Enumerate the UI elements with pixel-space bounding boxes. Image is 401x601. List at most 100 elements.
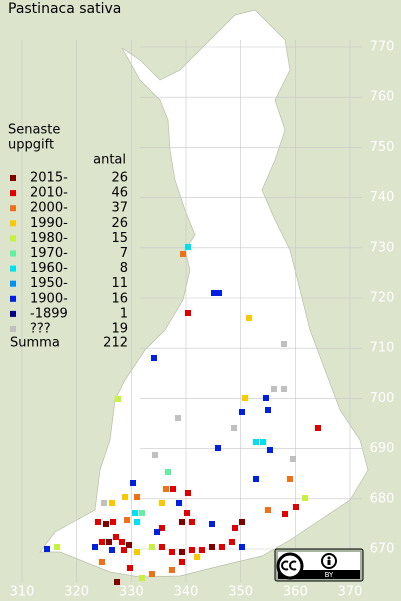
square bbox=[103, 521, 109, 527]
square bbox=[119, 539, 125, 545]
square bbox=[127, 565, 133, 571]
square bbox=[54, 544, 60, 550]
y-tick-label: 700 bbox=[370, 391, 395, 406]
square bbox=[92, 544, 98, 550]
square bbox=[281, 386, 287, 392]
square bbox=[189, 519, 195, 525]
y-tick-label: 710 bbox=[370, 341, 395, 356]
legend-swatch bbox=[10, 175, 16, 181]
square bbox=[179, 559, 185, 565]
legend-swatch bbox=[10, 310, 16, 317]
square bbox=[106, 539, 112, 545]
x-tick-label: 360 bbox=[283, 585, 308, 600]
square bbox=[113, 534, 119, 540]
legend-label: 2010- bbox=[30, 186, 68, 201]
square bbox=[115, 396, 121, 402]
square bbox=[185, 310, 191, 316]
square bbox=[242, 395, 248, 401]
square bbox=[219, 544, 225, 550]
square bbox=[152, 452, 158, 458]
legend-label: 1970- bbox=[30, 246, 68, 261]
cc-letters bbox=[281, 560, 297, 571]
legend-count: 15 bbox=[111, 231, 128, 246]
square bbox=[130, 480, 136, 486]
axis-labels: 770 760 750 740 730 720 710 700 690 680 670 310 320 3… bbox=[10, 40, 395, 600]
square bbox=[253, 439, 259, 445]
square bbox=[139, 510, 145, 516]
y-tick-label: 750 bbox=[370, 140, 395, 155]
square bbox=[109, 547, 115, 553]
legend-label: 1980- bbox=[30, 231, 68, 246]
square bbox=[265, 507, 271, 513]
country-shape bbox=[39, 9, 369, 578]
y-tick-label: 680 bbox=[370, 491, 395, 506]
square bbox=[260, 439, 266, 445]
square bbox=[151, 355, 157, 361]
occurrence-squares bbox=[44, 244, 321, 585]
legend-count: 26 bbox=[111, 171, 128, 186]
square bbox=[134, 519, 140, 525]
legend-count: 1 bbox=[120, 306, 128, 321]
square bbox=[179, 549, 185, 555]
square bbox=[99, 559, 105, 565]
legend-swatch bbox=[10, 235, 16, 242]
square bbox=[282, 511, 288, 517]
legend-swatch bbox=[10, 205, 16, 212]
square bbox=[165, 469, 171, 475]
legend-count: 26 bbox=[111, 216, 128, 231]
square bbox=[239, 519, 245, 525]
license-label: BY bbox=[325, 571, 334, 579]
legend-count: 19 bbox=[111, 322, 128, 337]
legend-swatch bbox=[10, 250, 16, 257]
square bbox=[139, 575, 145, 581]
square bbox=[185, 490, 191, 496]
x-tick-label: 350 bbox=[228, 585, 253, 600]
x-tick-label: 310 bbox=[10, 585, 35, 600]
square bbox=[169, 567, 175, 573]
y-tick-label: 740 bbox=[370, 190, 395, 205]
square bbox=[302, 495, 308, 501]
square bbox=[99, 539, 105, 545]
legend-swatch bbox=[10, 265, 16, 272]
x-tick-label: 320 bbox=[64, 585, 89, 600]
square bbox=[293, 504, 299, 510]
y-tick-label: 720 bbox=[370, 291, 395, 306]
square bbox=[159, 544, 165, 550]
square bbox=[122, 494, 128, 500]
square bbox=[281, 341, 287, 347]
square bbox=[253, 476, 259, 482]
square bbox=[209, 544, 215, 550]
square bbox=[159, 525, 165, 531]
square bbox=[216, 290, 222, 296]
total-label: Summa bbox=[10, 336, 60, 351]
grid bbox=[21, 40, 362, 582]
square bbox=[194, 554, 200, 560]
legend-label: 2015- bbox=[30, 171, 68, 186]
square bbox=[126, 542, 132, 548]
by-head bbox=[327, 556, 331, 560]
title: Pastinaca sativa bbox=[8, 1, 121, 17]
legend-label: 1960- bbox=[30, 261, 68, 276]
legend-swatch bbox=[10, 220, 16, 227]
square bbox=[231, 425, 237, 431]
x-tick-label: 370 bbox=[338, 585, 363, 600]
y-tick-label: 730 bbox=[370, 240, 395, 255]
by-body bbox=[327, 560, 331, 565]
square bbox=[267, 447, 273, 453]
y-tick-label: 760 bbox=[370, 90, 395, 105]
square bbox=[287, 476, 293, 482]
legend-count: 16 bbox=[111, 291, 128, 306]
square bbox=[149, 571, 155, 577]
square bbox=[232, 525, 238, 531]
square bbox=[175, 415, 181, 421]
square bbox=[154, 529, 160, 535]
square bbox=[209, 521, 215, 527]
square bbox=[290, 456, 296, 462]
square bbox=[239, 409, 245, 415]
square bbox=[265, 407, 271, 413]
x-tick-label: 340 bbox=[174, 585, 199, 600]
square bbox=[170, 486, 176, 492]
square bbox=[163, 486, 169, 492]
square bbox=[215, 445, 221, 451]
legend-count: 7 bbox=[120, 246, 128, 261]
